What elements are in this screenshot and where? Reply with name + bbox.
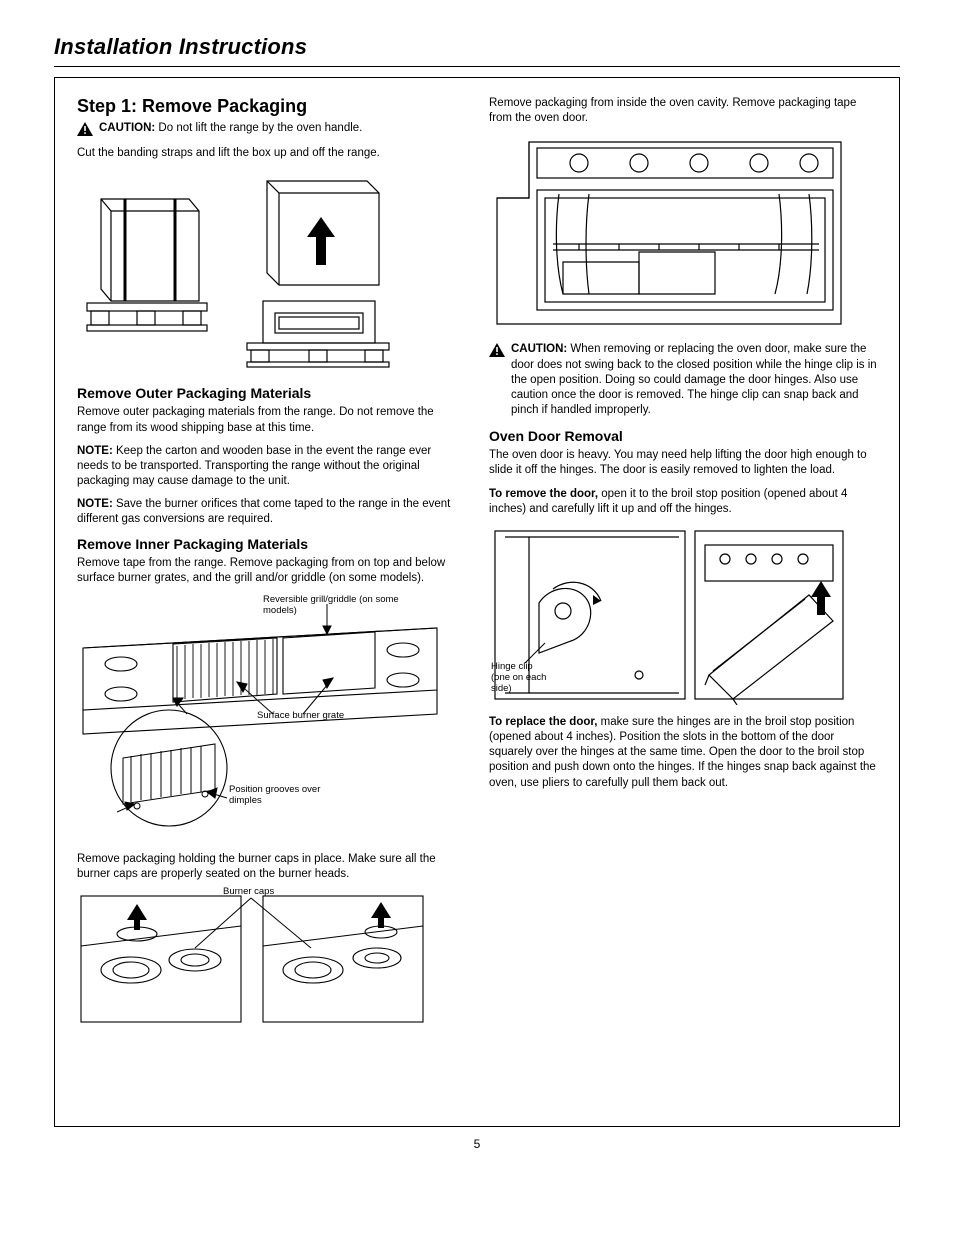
note2-label: NOTE: bbox=[77, 498, 113, 510]
fig-cooktop: Reversible grill/griddle (on some models… bbox=[77, 594, 465, 844]
content-panel: Step 1: Remove Packaging CAUTION: Do not… bbox=[54, 77, 900, 1127]
p-door-heavy: The oven door is heavy. You may need hel… bbox=[489, 448, 877, 478]
p4-lead: To replace the door, bbox=[489, 716, 597, 728]
p-oven-cavity: Remove packaging from inside the oven ca… bbox=[489, 96, 877, 126]
fig-door-hinge: Hinge clip (one on each side) bbox=[489, 525, 877, 705]
subhead-outer-pack: Remove Outer Packaging Materials bbox=[77, 385, 465, 401]
right-column: Remove packaging from inside the oven ca… bbox=[489, 96, 877, 1030]
caution-row-right: CAUTION: When removing or replacing the … bbox=[489, 342, 877, 422]
p-burner-caps: Remove packaging holding the burner caps… bbox=[77, 852, 465, 882]
note1-text: Keep the carton and wooden base in the e… bbox=[77, 445, 431, 487]
caution-row: CAUTION: Do not lift the range by the ov… bbox=[77, 121, 465, 140]
warning-icon bbox=[489, 343, 505, 357]
subhead-inner-pack: Remove Inner Packaging Materials bbox=[77, 536, 465, 552]
callout-grooves: Position grooves over dimples bbox=[229, 784, 349, 806]
p-replace-door: To replace the door, make sure the hinge… bbox=[489, 715, 877, 791]
callout-burner-caps: Burner caps bbox=[223, 886, 274, 897]
caution-label-right: CAUTION: bbox=[511, 343, 567, 355]
page-title: Installation Instructions bbox=[54, 34, 900, 60]
fig-unpack-row bbox=[77, 175, 465, 375]
subhead-door-removal: Oven Door Removal bbox=[489, 428, 877, 444]
title-rule bbox=[54, 66, 900, 67]
p-remove-door: To remove the door, open it to the broil… bbox=[489, 487, 877, 517]
callout-hinge-clip: Hinge clip (one on each side) bbox=[491, 661, 551, 694]
caution-text: Do not lift the range by the oven handle… bbox=[158, 122, 362, 134]
p-cut-straps: Cut the banding straps and lift the box … bbox=[77, 146, 465, 161]
note1-label: NOTE: bbox=[77, 445, 113, 457]
step-title: Remove Packaging bbox=[142, 96, 307, 116]
p-remove-inner: Remove tape from the range. Remove packa… bbox=[77, 556, 465, 586]
left-column: Step 1: Remove Packaging CAUTION: Do not… bbox=[77, 96, 465, 1030]
warning-icon bbox=[77, 122, 93, 136]
p3-lead: To remove the door, bbox=[489, 488, 598, 500]
caution-label: CAUTION: bbox=[99, 122, 155, 134]
note-keep-carton: NOTE: Keep the carton and wooden base in… bbox=[77, 444, 465, 490]
page-number: 5 bbox=[54, 1137, 900, 1151]
fig-lift-box bbox=[235, 175, 405, 375]
step-number: Step 1: bbox=[77, 96, 137, 116]
fig-box-on-pallet bbox=[77, 175, 217, 335]
fig-burner-caps: Burner caps bbox=[77, 890, 465, 1030]
note-orifices: NOTE: Save the burner orifices that come… bbox=[77, 497, 465, 527]
callout-grates: Surface burner grate bbox=[257, 710, 397, 721]
note2-text: Save the burner orifices that come taped… bbox=[77, 498, 450, 525]
p-remove-outer: Remove outer packaging materials from th… bbox=[77, 405, 465, 435]
callout-reversible: Reversible grill/griddle (on some models… bbox=[263, 594, 413, 616]
fig-oven-interior bbox=[489, 134, 877, 334]
step-label: Step 1: Remove Packaging bbox=[77, 96, 465, 117]
